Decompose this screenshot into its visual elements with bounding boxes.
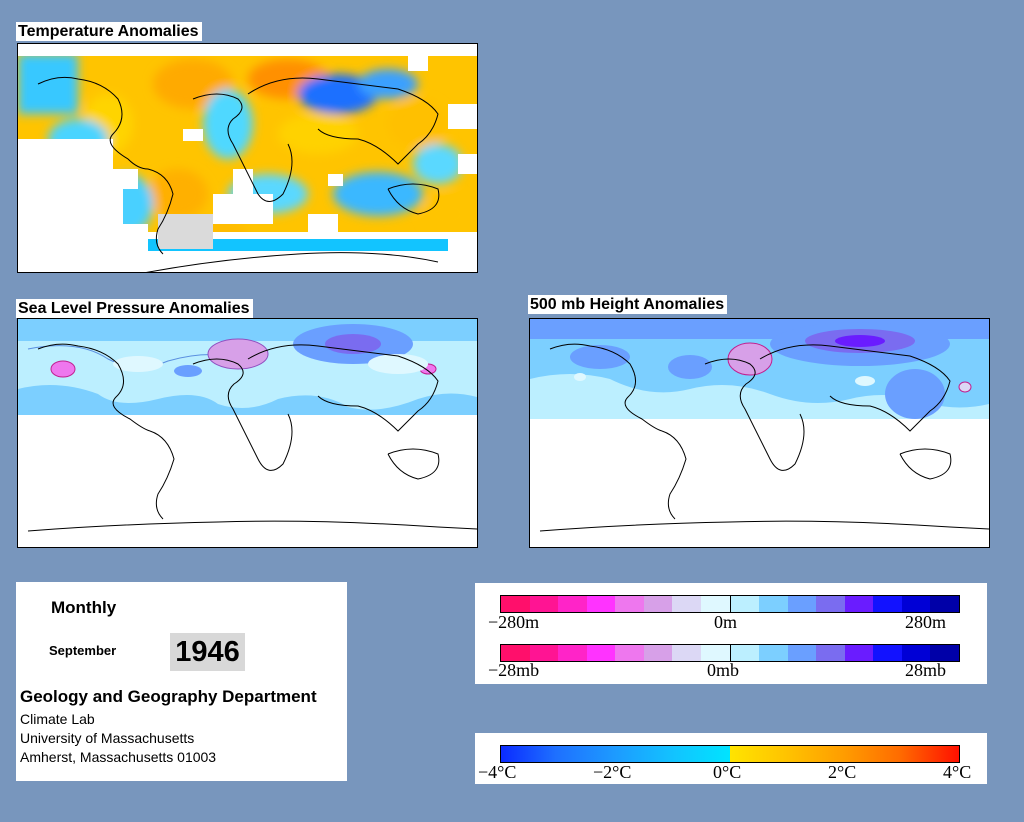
colorbar-segment bbox=[901, 596, 931, 612]
colorbar-segment bbox=[586, 645, 616, 661]
temp-tick-4: 4°C bbox=[943, 762, 972, 782]
colorbar-segment bbox=[729, 596, 760, 612]
colorbar-segment bbox=[529, 645, 559, 661]
colorbar-segment bbox=[844, 645, 874, 661]
colorbar-segment bbox=[844, 596, 874, 612]
colorbar-segment bbox=[787, 645, 817, 661]
colorbar-segment bbox=[586, 596, 616, 612]
colorbar-segment bbox=[901, 645, 931, 661]
colorbar-segment bbox=[672, 645, 701, 661]
colorbar-segment bbox=[558, 596, 587, 612]
colorbar-segment bbox=[816, 596, 845, 612]
colorbar-segment bbox=[615, 645, 644, 661]
temperature-map-canvas bbox=[18, 44, 477, 272]
slp-anomaly-map bbox=[17, 318, 478, 548]
colorbar-segment bbox=[759, 596, 788, 612]
colorbar-segment bbox=[816, 645, 845, 661]
temp-tick-neg2: −2°C bbox=[593, 762, 632, 782]
colorbar-segment bbox=[529, 596, 559, 612]
colorbar-segment bbox=[759, 645, 788, 661]
height-colorbar bbox=[500, 595, 960, 613]
colorbar-segment bbox=[873, 645, 902, 661]
temp-tick-0: 0°C bbox=[713, 762, 742, 782]
pressure-colorbar bbox=[500, 644, 960, 662]
slp-panel-title: Sea Level Pressure Anomalies bbox=[16, 299, 253, 318]
height-tick-max: 280m bbox=[905, 612, 947, 632]
colorbar-segment bbox=[700, 596, 730, 612]
colorbar-segment bbox=[558, 645, 587, 661]
height-tick-min: −280m bbox=[488, 612, 540, 632]
year-display: 1946 bbox=[170, 633, 245, 671]
info-panel: Monthly September 1946 Geology and Geogr… bbox=[16, 582, 347, 781]
temp-tick-neg4: −4°C bbox=[478, 762, 517, 782]
temp-tick-2: 2°C bbox=[828, 762, 857, 782]
colorbar-segment bbox=[930, 596, 959, 612]
frequency-label: Monthly bbox=[51, 598, 117, 617]
colorbar-segment bbox=[930, 645, 959, 661]
pressure-tick-min: −28mb bbox=[488, 660, 540, 680]
colorbar-segment bbox=[501, 645, 530, 661]
slp-map-canvas bbox=[18, 319, 477, 532]
lab-name: Climate Lab bbox=[20, 711, 95, 727]
department-name: Geology and Geography Department bbox=[20, 687, 317, 706]
pressure-tick-max: 28mb bbox=[905, 660, 947, 680]
address: Amherst, Massachusetts 01003 bbox=[20, 749, 217, 765]
anomaly-legend: −280m 0m 280m −28mb 0mb 28mb bbox=[475, 583, 987, 684]
colorbar-segment bbox=[672, 596, 701, 612]
height500-map-canvas bbox=[530, 319, 989, 532]
colorbar-segment bbox=[643, 645, 673, 661]
colorbar-segment bbox=[700, 645, 730, 661]
temperature-panel-title: Temperature Anomalies bbox=[16, 22, 202, 41]
colorbar-segment bbox=[615, 596, 644, 612]
colorbar-segment bbox=[873, 596, 902, 612]
temperature-legend: −4°C −2°C 0°C 2°C 4°C bbox=[475, 733, 987, 784]
month-label: September bbox=[49, 643, 117, 658]
temperature-colorbar bbox=[500, 745, 960, 763]
height-tick-mid: 0m bbox=[714, 612, 738, 632]
colorbar-segment bbox=[787, 596, 817, 612]
university-name: University of Massachusetts bbox=[20, 730, 195, 746]
colorbar-segment bbox=[729, 645, 760, 661]
height500-anomaly-map bbox=[529, 318, 990, 548]
pressure-tick-mid: 0mb bbox=[707, 660, 740, 680]
colorbar-segment bbox=[501, 596, 530, 612]
temperature-anomaly-map bbox=[17, 43, 478, 273]
height500-panel-title: 500 mb Height Anomalies bbox=[528, 295, 728, 314]
colorbar-segment bbox=[643, 596, 673, 612]
